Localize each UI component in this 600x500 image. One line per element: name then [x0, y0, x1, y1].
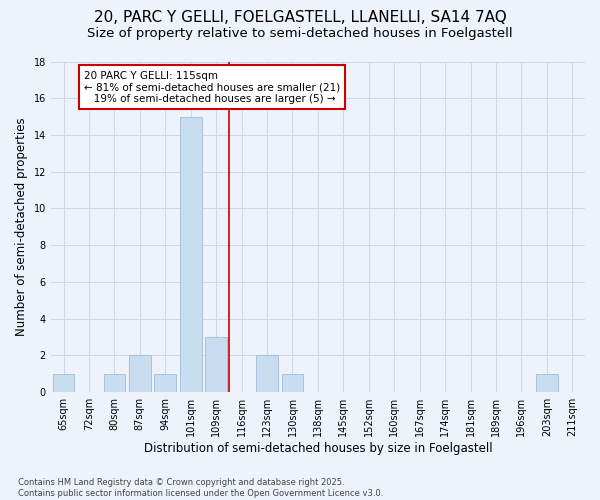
- Bar: [281, 374, 303, 392]
- Bar: [53, 374, 74, 392]
- Bar: [180, 116, 202, 392]
- Text: Contains HM Land Registry data © Crown copyright and database right 2025.
Contai: Contains HM Land Registry data © Crown c…: [18, 478, 383, 498]
- Text: 20 PARC Y GELLI: 115sqm
← 81% of semi-detached houses are smaller (21)
   19% of: 20 PARC Y GELLI: 115sqm ← 81% of semi-de…: [84, 70, 340, 104]
- Text: Size of property relative to semi-detached houses in Foelgastell: Size of property relative to semi-detach…: [87, 28, 513, 40]
- X-axis label: Distribution of semi-detached houses by size in Foelgastell: Distribution of semi-detached houses by …: [143, 442, 492, 455]
- Bar: [536, 374, 557, 392]
- Y-axis label: Number of semi-detached properties: Number of semi-detached properties: [15, 118, 28, 336]
- Bar: [154, 374, 176, 392]
- Bar: [256, 356, 278, 392]
- Bar: [104, 374, 125, 392]
- Bar: [205, 337, 227, 392]
- Bar: [129, 356, 151, 392]
- Text: 20, PARC Y GELLI, FOELGASTELL, LLANELLI, SA14 7AQ: 20, PARC Y GELLI, FOELGASTELL, LLANELLI,…: [94, 10, 506, 25]
